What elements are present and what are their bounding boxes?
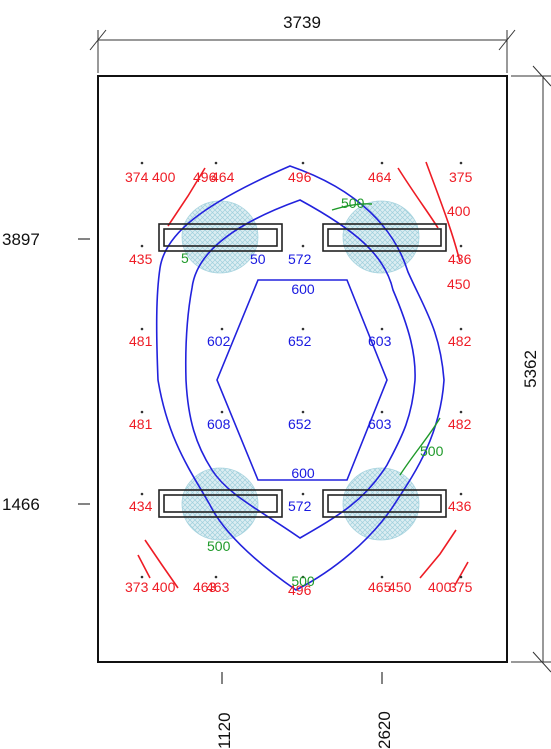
grid-value: 652 <box>288 416 312 432</box>
contour-label-500: 500 <box>291 573 315 589</box>
grid-value: 496 <box>288 582 312 598</box>
grid-value: 603 <box>368 333 392 349</box>
width-label: 3739 <box>283 13 321 32</box>
height-dimension: 5362 <box>511 65 551 673</box>
luminaires <box>158 223 447 518</box>
contour-400-bottom-right <box>419 529 457 579</box>
grid-value: 496 <box>288 169 312 185</box>
contour-450-top-right <box>425 161 461 263</box>
grid-value: 572 <box>288 251 312 267</box>
grid-value: 652 <box>288 333 312 349</box>
contour-label-400: 400 <box>152 169 176 185</box>
room-outline <box>97 75 508 663</box>
contour-labels: 400 400 450 500 5 600 500 600 500 500 40… <box>152 169 471 595</box>
grid-value: 375 <box>449 169 473 185</box>
grid-value: 464 <box>211 169 235 185</box>
left-position-axis: 3897 1466 <box>2 230 90 514</box>
grid-value: 608 <box>207 416 231 432</box>
grid-value: 463 <box>206 579 230 595</box>
contour-label-450: 450 <box>447 276 471 292</box>
contour-label-500: 500 <box>341 195 365 211</box>
light-pattern-bottom-left <box>181 467 259 541</box>
bottom-position-axis: 1120 2620 <box>215 672 394 749</box>
grid-value: 603 <box>368 416 392 432</box>
grid-value: 373 <box>125 579 149 595</box>
luminaire-light-patterns <box>181 200 420 541</box>
x-right-label: 2620 <box>375 711 394 749</box>
contour-450-bottom-left <box>137 554 151 579</box>
grid-value: 496 <box>193 169 217 185</box>
grid-value: 465 <box>368 579 392 595</box>
y-upper-label: 3897 <box>2 230 40 249</box>
grid-value: 50 <box>250 251 266 267</box>
width-dimension: 3739 <box>89 13 516 73</box>
luminaire-bottom-left <box>158 489 283 518</box>
light-pattern-bottom-right <box>342 467 420 541</box>
grid-value: 375 <box>449 579 473 595</box>
grid-value: 434 <box>129 498 153 514</box>
contour-label-600: 600 <box>291 281 315 297</box>
contour-label-500: 500 <box>207 538 231 554</box>
grid-value: 481 <box>129 416 153 432</box>
light-pattern-top-left <box>181 200 259 274</box>
contour-lines-500 <box>331 203 441 476</box>
contour-500-right <box>399 417 441 476</box>
contour-label-500: 500 <box>420 443 444 459</box>
contour-560 <box>184 199 416 539</box>
luminaire-top-right <box>322 223 447 252</box>
grid-value: 481 <box>129 333 153 349</box>
height-label: 5362 <box>521 350 540 388</box>
contour-label-600: 600 <box>291 465 315 481</box>
grid-value: 374 <box>125 169 149 185</box>
contour-label-450: 450 <box>388 579 412 595</box>
grid-value: 602 <box>207 333 231 349</box>
light-pattern-top-right <box>342 200 420 274</box>
grid-value: 464 <box>368 169 392 185</box>
contour-label-400: 400 <box>428 579 452 595</box>
contour-lines-low <box>137 161 469 589</box>
grid-value: 436 <box>448 251 472 267</box>
grid-value: 572 <box>288 498 312 514</box>
contour-lines-high <box>155 165 445 591</box>
contour-label-400: 400 <box>152 579 176 595</box>
contour-600 <box>216 279 388 481</box>
contour-400-bottom-left <box>144 539 179 589</box>
contour-572 <box>155 165 445 591</box>
grid-value: 463 <box>193 579 217 595</box>
contour-400-top-left <box>167 167 206 227</box>
contour-label-5: 5 <box>181 250 189 266</box>
grid-value: 482 <box>448 416 472 432</box>
grid-value: 436 <box>448 498 472 514</box>
luminaire-bottom-right <box>322 489 447 518</box>
y-lower-label: 1466 <box>2 495 40 514</box>
grid-point-marks <box>140 161 463 579</box>
x-left-label: 1120 <box>215 712 234 749</box>
grid-value: 435 <box>129 251 153 267</box>
grid-value: 482 <box>448 333 472 349</box>
luminaire-top-left <box>158 223 283 252</box>
contour-450-bottom-right <box>454 561 469 586</box>
contour-500-top <box>331 203 373 211</box>
illuminance-values: 374 496 464 496 464 375 435 50 572 436 4… <box>125 169 473 598</box>
contour-label-400: 400 <box>447 203 471 219</box>
